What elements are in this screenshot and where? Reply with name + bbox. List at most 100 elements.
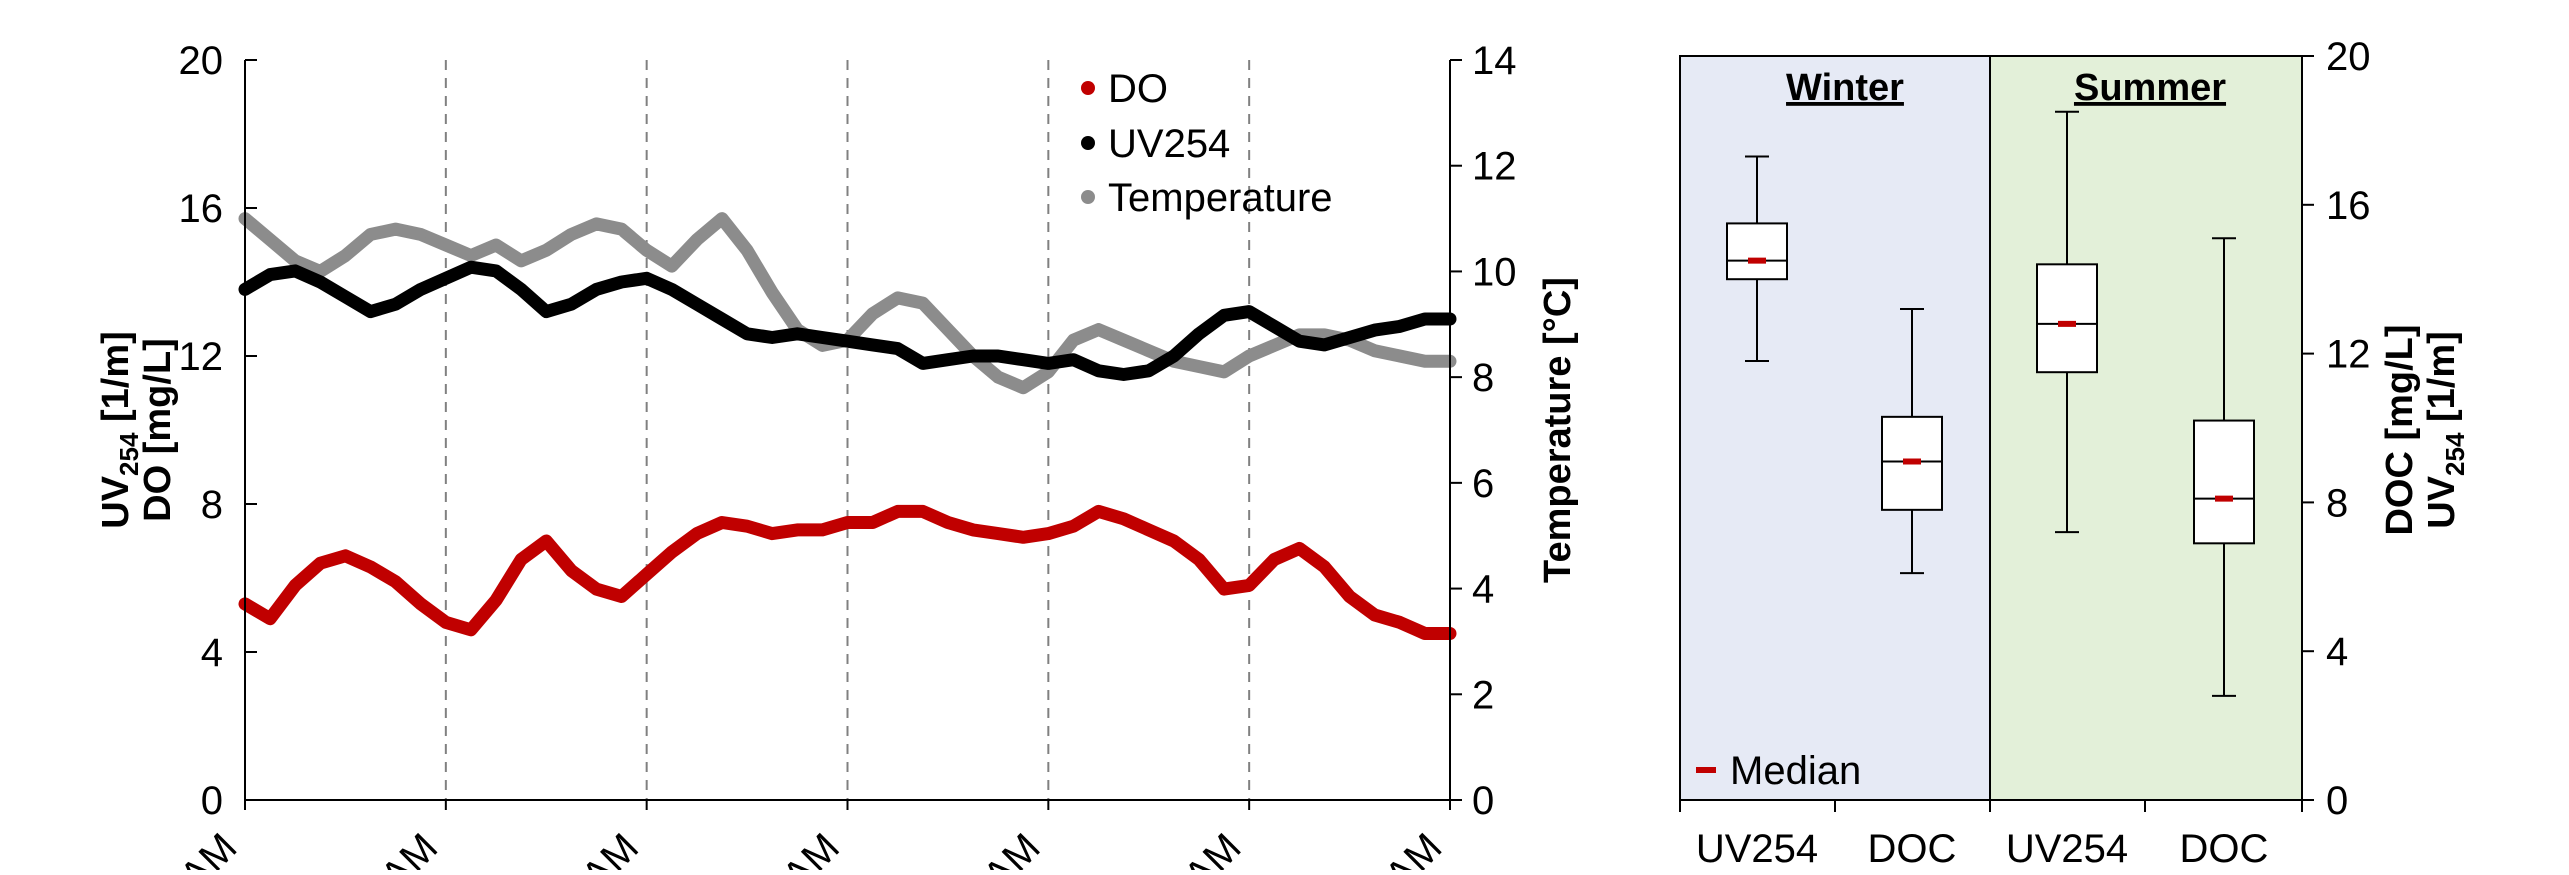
left-y-ticks: 0 4 8 12 16 20	[179, 39, 257, 823]
right-y-tick-label: 8	[1472, 356, 1494, 400]
data-point-temperature	[515, 254, 528, 267]
legend-label-temperature: Temperature	[1108, 176, 1333, 220]
data-point-uv254	[992, 350, 1005, 362]
box-ylabel-base: UV	[2421, 475, 2463, 528]
data-point-uv254	[665, 283, 678, 296]
data-point-uv254	[866, 338, 879, 351]
data-point-uv254	[1393, 320, 1406, 333]
right-y-tick-label: 10	[1472, 250, 1517, 294]
data-point-temperature	[1243, 350, 1256, 362]
x-tick-label: AM	[373, 825, 447, 870]
data-point-uv254	[1268, 320, 1281, 333]
svg-text:UV254 [1/m]: UV254 [1/m]	[95, 331, 144, 529]
data-point-do	[590, 583, 603, 596]
box-y-ticks: 0 4 8 12 16 20	[2302, 35, 2371, 823]
data-point-do	[314, 557, 327, 570]
data-point-temperature	[439, 239, 452, 251]
data-point-uv254	[891, 342, 904, 355]
winter-background	[1679, 55, 1991, 801]
data-point-temperature	[1268, 339, 1281, 352]
x-tick-label: AM	[172, 825, 246, 870]
data-point-uv254	[741, 327, 754, 340]
right-y-axis-title: Temperature [°C]	[1537, 277, 1579, 583]
data-point-uv254	[615, 276, 628, 288]
box-x-tick-label: UV254	[2006, 827, 2128, 870]
box-y-tick-label: 12	[2326, 333, 2371, 377]
data-point-do	[1042, 527, 1055, 540]
box-ylabel-line1: DOC [mg/L]	[2379, 324, 2421, 535]
data-point-do	[289, 579, 302, 592]
x-tick-label: AM	[1377, 825, 1451, 870]
data-point-uv254	[1293, 335, 1306, 348]
data-point-do	[339, 549, 352, 562]
data-point-uv254	[791, 327, 804, 340]
box-y-axis-title: DOC [mg/L] UV254 [1/m]	[2379, 324, 2470, 535]
box-summer-uv254	[2036, 110, 2098, 534]
data-point-do	[1092, 505, 1105, 518]
data-point-uv254	[314, 276, 327, 288]
data-point-do	[1368, 609, 1381, 621]
data-point-do	[565, 564, 578, 577]
series-layer	[238, 212, 1457, 640]
data-point-uv254	[1017, 353, 1030, 366]
data-point-uv254	[640, 272, 653, 285]
data-point-temperature	[866, 307, 879, 320]
data-point-temperature	[690, 233, 703, 246]
data-point-uv254	[565, 298, 578, 311]
data-point-uv254	[414, 283, 427, 296]
data-point-do	[364, 560, 377, 573]
data-point-do	[690, 527, 703, 540]
x-tick-label: AM	[774, 825, 848, 870]
data-point-temperature	[916, 297, 929, 310]
right-y-tick-label: 14	[1472, 39, 1517, 83]
data-point-uv254	[289, 264, 302, 277]
data-point-uv254	[1192, 327, 1205, 340]
data-point-temperature	[1368, 344, 1381, 357]
data-point-uv254	[1067, 353, 1080, 366]
left-y-tick-label: 0	[201, 779, 223, 823]
data-point-temperature	[414, 228, 427, 241]
data-point-temperature	[289, 254, 302, 267]
data-point-uv254	[264, 268, 277, 281]
data-point-uv254	[364, 305, 377, 318]
data-point-temperature	[1017, 381, 1030, 394]
data-point-do	[640, 568, 653, 581]
legend-label-do: DO	[1108, 67, 1168, 111]
data-point-do	[1343, 590, 1356, 603]
data-point-temperature	[264, 233, 277, 246]
box-iqr	[1726, 222, 1788, 281]
data-point-temperature	[615, 223, 628, 236]
x-tick-label: AM	[975, 825, 1049, 870]
data-point-temperature	[640, 244, 653, 257]
data-point-temperature	[1092, 323, 1105, 336]
x-ticks: AM AM AM AM AM AM AM	[172, 800, 1451, 875]
data-point-temperature	[665, 260, 678, 273]
box-y-tick-label: 0	[2326, 779, 2348, 823]
data-point-do	[1017, 531, 1030, 544]
data-point-do	[490, 594, 503, 607]
x-tick-label: AM	[1176, 825, 1250, 870]
data-point-do	[1393, 616, 1406, 629]
data-point-do	[1293, 542, 1306, 555]
data-point-uv254	[1167, 350, 1180, 362]
box-winter-doc	[1881, 307, 1943, 575]
box-y-tick-label: 4	[2326, 630, 2348, 674]
box-ylabel-tail: [1/m]	[2421, 331, 2463, 432]
data-point-temperature	[766, 286, 779, 299]
data-point-do	[615, 590, 628, 603]
data-point-do	[540, 535, 553, 547]
data-point-do	[916, 505, 929, 518]
box-iqr	[2193, 419, 2255, 545]
data-point-do	[1218, 583, 1231, 596]
data-point-do	[1318, 560, 1331, 573]
box-summer-doc	[2193, 237, 2255, 697]
median-legend-label: Median	[1730, 749, 1861, 793]
winter-label: Winter	[1786, 67, 1904, 109]
data-point-temperature	[1142, 344, 1155, 357]
data-point-temperature	[490, 239, 503, 251]
data-point-do	[715, 516, 728, 529]
data-point-temperature	[891, 291, 904, 304]
data-point-uv254	[1343, 331, 1356, 344]
data-point-do	[841, 516, 854, 529]
